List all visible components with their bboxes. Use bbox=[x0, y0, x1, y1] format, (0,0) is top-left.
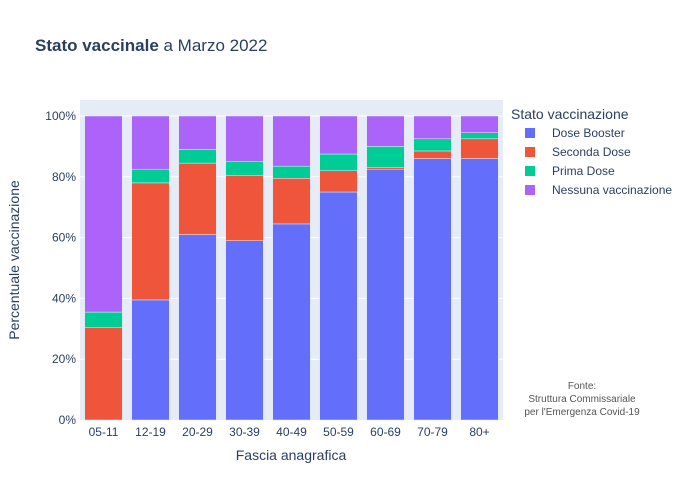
bar-segment bbox=[272, 165, 311, 179]
bar-segment bbox=[460, 132, 499, 140]
x-tick-label: 70-79 bbox=[417, 425, 448, 439]
x-tick-label: 30-39 bbox=[229, 425, 260, 439]
bar-segment bbox=[413, 115, 452, 140]
bar-segment bbox=[84, 115, 123, 313]
bar-segment bbox=[413, 150, 452, 159]
legend-label[interactable]: Prima Dose bbox=[552, 164, 615, 178]
legend-label[interactable]: Seconda Dose bbox=[552, 145, 631, 159]
bar-segment bbox=[460, 158, 499, 421]
legend-title: Stato vaccinazione bbox=[511, 106, 629, 122]
bar-segment bbox=[272, 178, 311, 225]
bar-segment bbox=[319, 170, 358, 193]
legend-swatch[interactable] bbox=[525, 166, 535, 176]
bar-segment bbox=[131, 182, 170, 301]
source-line-3: per l'Emergenza Covid-19 bbox=[524, 407, 640, 418]
bars bbox=[84, 115, 499, 421]
bar-segment bbox=[225, 161, 264, 176]
bar-segment bbox=[178, 162, 217, 235]
bar-segment bbox=[131, 168, 170, 184]
bar-segment bbox=[413, 158, 452, 421]
x-tick-label: 05-11 bbox=[89, 425, 119, 439]
y-tick-label: 60% bbox=[52, 231, 76, 245]
bar-segment bbox=[178, 115, 217, 150]
chart-title: Stato vaccinale a Marzo 2022 bbox=[35, 36, 267, 55]
x-tick-label: 50-59 bbox=[323, 425, 354, 439]
bar-segment bbox=[366, 168, 405, 421]
y-tick-label: 40% bbox=[52, 291, 76, 305]
y-tick-label: 0% bbox=[59, 413, 77, 427]
y-tick-label: 100% bbox=[45, 109, 76, 123]
bar-segment bbox=[178, 149, 217, 164]
y-tick-label: 20% bbox=[52, 352, 76, 366]
chart-title-rest: a Marzo 2022 bbox=[159, 36, 268, 55]
x-tick-label: 60-69 bbox=[370, 425, 401, 439]
x-axis-title: Fascia anagrafica bbox=[236, 447, 347, 463]
bar-segment bbox=[131, 115, 170, 170]
legend-label[interactable]: Nessuna vaccinazione bbox=[552, 183, 672, 197]
legend-label[interactable]: Dose Booster bbox=[552, 126, 625, 140]
bar-segment bbox=[366, 115, 405, 147]
bar-segment bbox=[131, 299, 170, 421]
chart-title-bold: Stato vaccinale bbox=[35, 36, 159, 55]
x-tick-label: 80+ bbox=[469, 425, 489, 439]
bar-segment bbox=[319, 191, 358, 421]
source-line-2: Struttura Commissariale bbox=[528, 394, 636, 405]
y-axis-ticks: 0% 20% 40% 60% 80% 100% bbox=[45, 109, 76, 427]
bar-segment bbox=[225, 175, 264, 241]
bar-segment bbox=[178, 234, 217, 421]
bar-segment bbox=[460, 115, 499, 133]
bar-segment bbox=[319, 153, 358, 171]
bar-segment bbox=[272, 115, 311, 167]
bar-segment bbox=[319, 115, 358, 155]
x-tick-label: 40-49 bbox=[276, 425, 307, 439]
x-tick-label: 20-29 bbox=[182, 425, 213, 439]
bar-segment bbox=[272, 223, 311, 421]
legend-swatch[interactable] bbox=[525, 128, 535, 138]
bar-segment bbox=[366, 146, 405, 168]
bar-segment bbox=[84, 327, 123, 421]
x-tick-label: 12-19 bbox=[135, 425, 166, 439]
bar-segment bbox=[225, 240, 264, 421]
x-axis-ticks: 05-11 12-19 20-29 30-39 40-49 50-59 60-69 70-79… bbox=[89, 425, 490, 439]
legend-swatch[interactable] bbox=[525, 185, 535, 195]
legend-swatch[interactable] bbox=[525, 147, 535, 157]
legend[interactable]: Dose Booster Seconda Dose Prima Dose Nessun… bbox=[525, 126, 672, 197]
bar-segment bbox=[413, 138, 452, 152]
bar-segment bbox=[225, 115, 264, 162]
source-line-1: Fonte: bbox=[568, 381, 596, 392]
bar-segment bbox=[84, 311, 123, 328]
y-axis-title: Percentuale vaccinazione bbox=[6, 180, 22, 340]
y-tick-label: 80% bbox=[52, 170, 76, 184]
bar-segment bbox=[460, 138, 499, 159]
